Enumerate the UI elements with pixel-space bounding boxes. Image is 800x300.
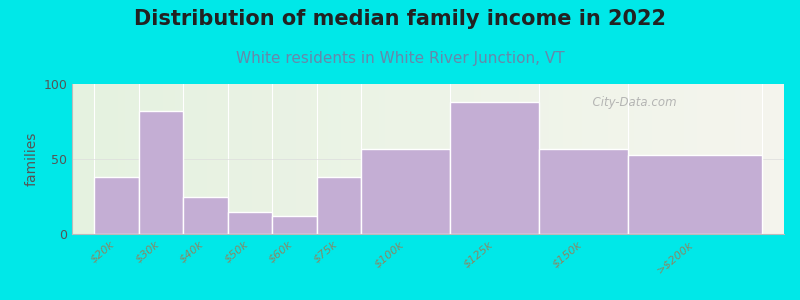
Bar (317, 177, 362, 234)
Text: White residents in White River Junction, VT: White residents in White River Junction,… (236, 51, 564, 66)
Bar (183, 196, 228, 234)
Y-axis label: families: families (25, 132, 39, 186)
Bar (138, 111, 183, 234)
Bar (272, 216, 317, 234)
Bar (539, 148, 628, 234)
Bar (94, 177, 138, 234)
Bar (362, 148, 450, 234)
Text: City-Data.com: City-Data.com (585, 96, 676, 109)
Bar (450, 102, 539, 234)
Text: Distribution of median family income in 2022: Distribution of median family income in … (134, 9, 666, 29)
Bar (228, 212, 272, 234)
Bar (628, 154, 762, 234)
